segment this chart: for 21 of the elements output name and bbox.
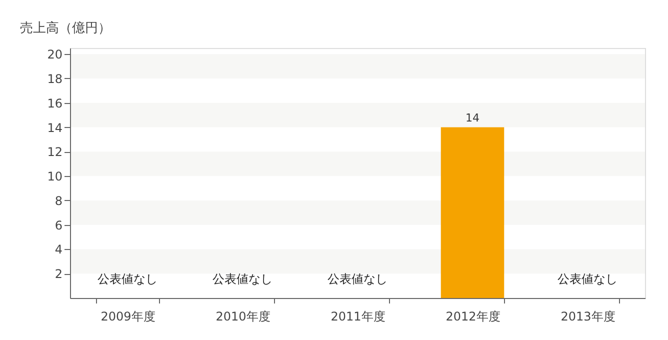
x-tick-label: 2013年度 (560, 310, 616, 324)
y-tick-label: 18 (47, 72, 62, 86)
annotation: 公表値なし (558, 272, 618, 286)
annotation: 公表値なし (212, 272, 272, 286)
x-tick-label: 2010年度 (216, 310, 270, 324)
y-tick-label: 10 (47, 170, 62, 184)
annotation: 公表値なし (328, 272, 388, 286)
data-label: 14 (466, 111, 480, 124)
x-tick-label: 2011年度 (330, 310, 386, 324)
y-tick-label: 20 (47, 48, 62, 62)
y-axis-title: 売上高（億円） (20, 20, 111, 36)
x-tick-label: 2009年度 (100, 310, 156, 324)
y-tick-label: 12 (47, 145, 62, 160)
y-tick-label: 6 (54, 218, 62, 232)
y-tick-label: 4 (54, 242, 62, 257)
y-tick-label: 2 (54, 267, 62, 282)
y-tick-label: 8 (54, 194, 62, 208)
x-tick-label: 2012年度 (446, 310, 500, 324)
y-tick-label: 14 (47, 120, 62, 135)
annotation: 公表値なし (98, 272, 158, 286)
y-tick-label: 16 (47, 96, 62, 110)
